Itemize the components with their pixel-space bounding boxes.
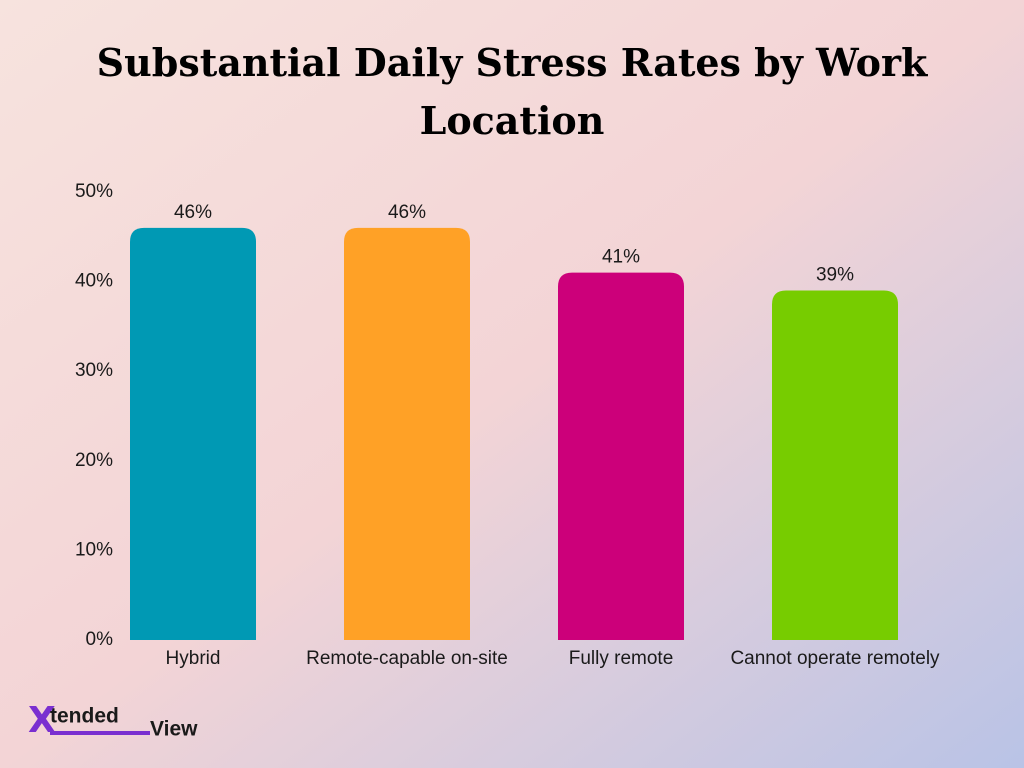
brand-logo: X tended View <box>28 700 198 741</box>
y-tick-label: 40% <box>75 271 113 292</box>
value-label: 46% <box>388 202 426 223</box>
brand-first: tended <box>50 705 119 728</box>
chart-title: Substantial Daily Stress Rates by Work Lo… <box>97 40 928 143</box>
y-tick-label: 0% <box>86 629 114 650</box>
x-tick-label: Cannot operate remotely <box>730 648 940 669</box>
bar <box>130 227 256 640</box>
brand-second: View <box>150 718 198 741</box>
y-tick-label: 10% <box>75 539 113 560</box>
value-label: 41% <box>602 247 640 268</box>
bar <box>344 227 470 640</box>
brand-underline <box>50 731 150 735</box>
value-label: 39% <box>816 265 854 286</box>
y-tick-label: 20% <box>75 450 113 471</box>
bar <box>558 272 684 640</box>
y-tick-label: 30% <box>75 360 113 381</box>
x-tick-label: Fully remote <box>569 648 674 669</box>
x-tick-label: Hybrid <box>166 648 221 669</box>
y-tick-label: 50% <box>75 181 113 202</box>
bar <box>772 290 898 640</box>
value-label: 46% <box>174 202 212 223</box>
x-tick-label: Remote-capable on-site <box>306 648 508 669</box>
